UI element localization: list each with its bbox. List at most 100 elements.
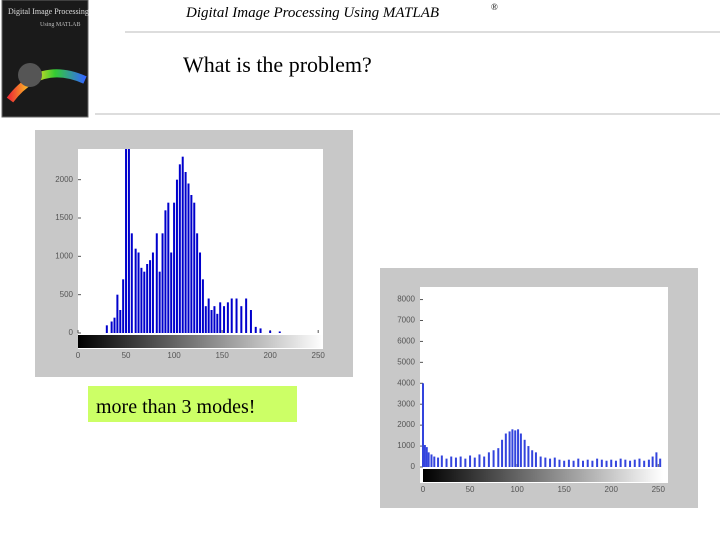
x-tick-label: 50 [466, 485, 475, 494]
bar [119, 310, 122, 333]
bar [151, 252, 154, 333]
bar [249, 310, 252, 333]
bar [146, 264, 149, 333]
bar [122, 279, 125, 333]
bar [519, 433, 522, 467]
bar [207, 298, 210, 333]
bar [223, 306, 226, 333]
y-tick-label: 3000 [397, 399, 415, 408]
bar [105, 325, 108, 333]
bar [137, 252, 140, 333]
bar [427, 452, 430, 467]
slide-title: What is the problem? [183, 52, 372, 77]
bar [659, 458, 662, 467]
bar [633, 459, 636, 467]
bar [184, 172, 187, 333]
bar [517, 429, 520, 467]
bar [161, 233, 164, 333]
bar [226, 302, 229, 333]
bar [563, 460, 566, 467]
bar [125, 149, 128, 333]
bar [113, 317, 116, 333]
y-tick-label: 4000 [397, 378, 415, 387]
bar [469, 455, 472, 467]
cover-title: Digital Image Processing [8, 7, 89, 16]
bar [204, 306, 207, 333]
bar [278, 331, 281, 333]
bar [655, 452, 658, 467]
bar [610, 459, 613, 467]
bar [127, 149, 130, 333]
colorbar [78, 335, 323, 348]
bar [586, 459, 589, 467]
x-tick-label: 100 [510, 485, 524, 494]
callout-box [88, 386, 297, 422]
bar [430, 454, 433, 467]
x-tick-label: 0 [421, 485, 426, 494]
bar [523, 439, 526, 467]
bar [614, 460, 617, 467]
bar [259, 328, 262, 333]
bar [553, 457, 556, 467]
bar [269, 330, 272, 333]
bar [600, 459, 603, 467]
y-tick-label: 1000 [55, 251, 73, 260]
bar [193, 202, 196, 333]
bar [647, 459, 650, 467]
bar [167, 202, 170, 333]
bar [591, 460, 594, 467]
x-tick-label: 150 [557, 485, 571, 494]
bar [544, 457, 547, 467]
bar [110, 321, 113, 333]
bar [216, 313, 219, 333]
registered-mark: ® [491, 2, 498, 12]
x-tick-label: 250 [312, 351, 326, 360]
x-tick-label: 200 [263, 351, 277, 360]
bar [187, 183, 190, 333]
bar [210, 310, 213, 333]
x-tick-label: 200 [605, 485, 619, 494]
bar [549, 458, 552, 467]
bar [567, 459, 570, 467]
colorbar [423, 469, 663, 482]
bar [440, 455, 443, 467]
x-tick-label: 0 [76, 351, 81, 360]
bar [539, 456, 542, 467]
bar [254, 326, 257, 333]
bar [181, 156, 184, 333]
bar [504, 433, 507, 467]
bar [572, 460, 575, 467]
y-tick-label: 1500 [55, 213, 73, 222]
bar [629, 460, 632, 467]
bar [140, 267, 143, 333]
bar [501, 439, 504, 467]
bar [199, 252, 202, 333]
bar [514, 430, 517, 467]
bar [473, 457, 476, 467]
bar [487, 452, 490, 467]
bar [459, 456, 462, 467]
bar [158, 271, 161, 333]
bar [178, 164, 181, 333]
bar [170, 252, 173, 333]
y-tick-label: 6000 [397, 337, 415, 346]
y-tick-label: 8000 [397, 295, 415, 304]
x-tick-label: 250 [652, 485, 666, 494]
bar [245, 298, 248, 333]
y-tick-label: 0 [69, 328, 74, 337]
bar [173, 202, 176, 333]
plot-area [420, 287, 668, 483]
bar [213, 306, 216, 333]
book-cover: Digital Image Processing Using MATLAB [1, 0, 89, 118]
bar [450, 456, 453, 467]
bar [464, 458, 467, 467]
bar [619, 458, 622, 467]
bar [423, 445, 426, 467]
bar [577, 458, 580, 467]
bar [511, 429, 514, 467]
y-tick-label: 1000 [397, 441, 415, 450]
cover-subtitle: Using MATLAB [40, 22, 81, 28]
bar [143, 271, 146, 333]
bar [492, 450, 495, 467]
